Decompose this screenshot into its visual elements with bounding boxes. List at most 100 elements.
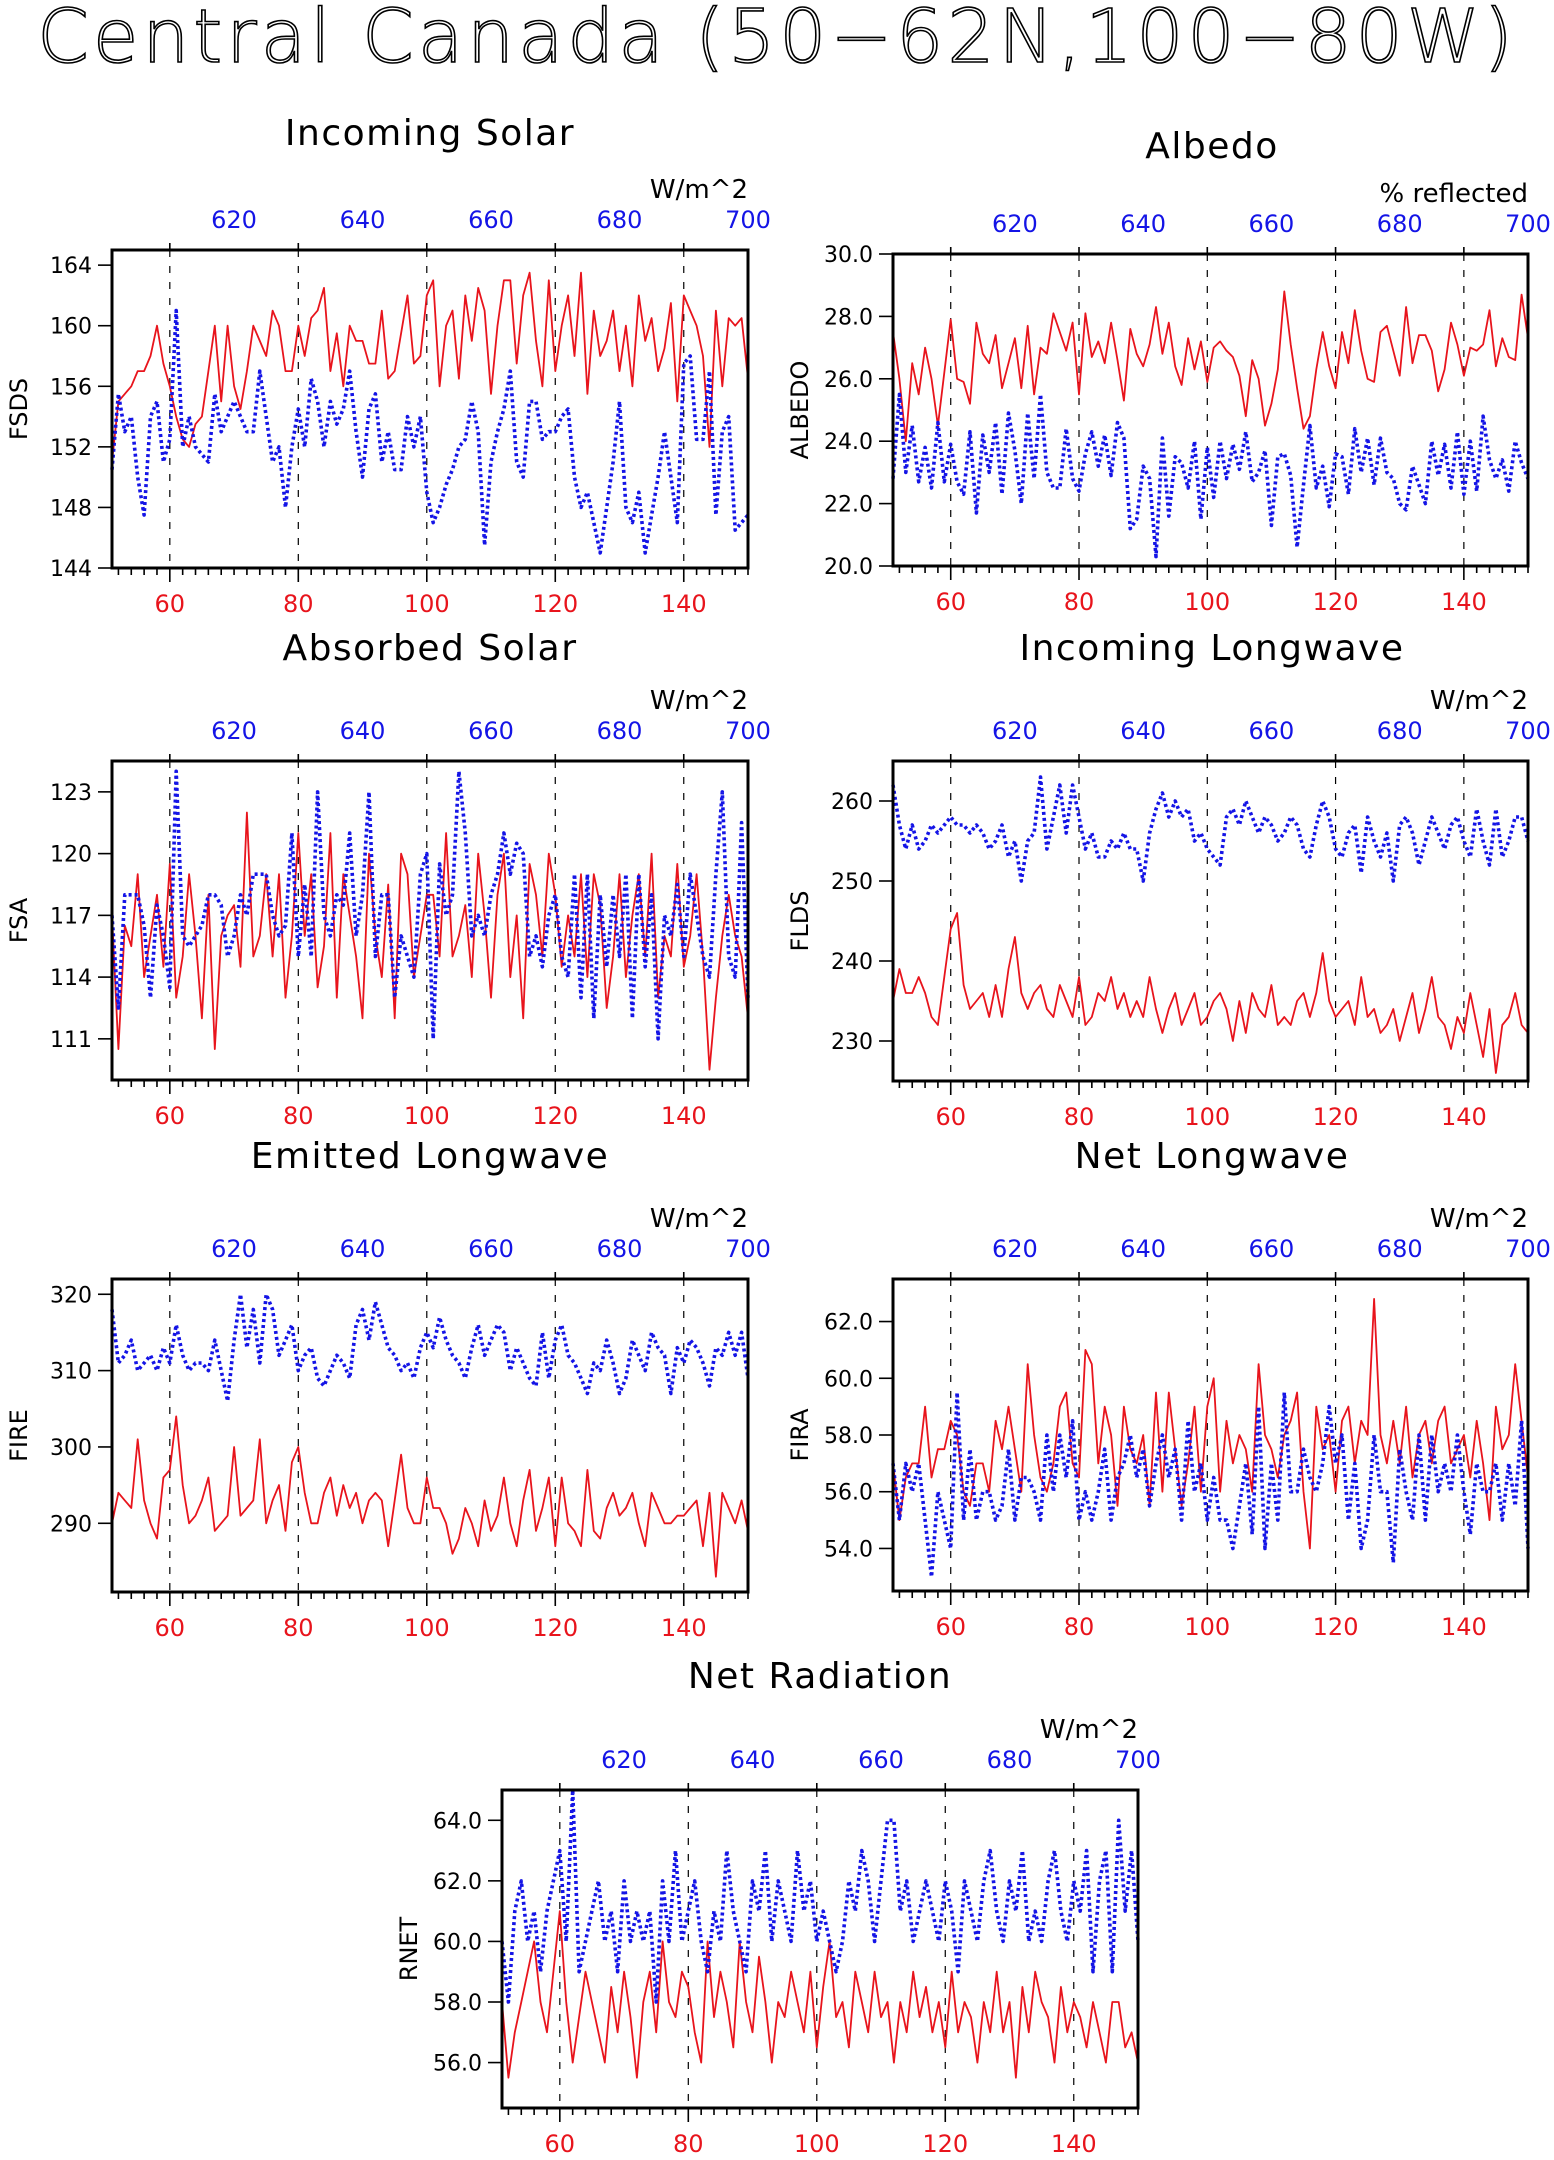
panel-title: Albedo: [1145, 126, 1279, 167]
series-line-blue-dotted: [110, 1292, 750, 1403]
y-axis-label: ALBEDO: [786, 361, 814, 460]
x2-tick-label: 680: [1377, 717, 1423, 745]
y-tick-label: 250: [831, 870, 873, 895]
plot-frame: [891, 1277, 1530, 1593]
x-tick-label: 100: [404, 1102, 450, 1130]
y-tick-label: 164: [50, 254, 92, 279]
y-axis-label: FSDS: [5, 378, 33, 440]
x-tick-label: 140: [1441, 1103, 1487, 1131]
x2-tick-label: 640: [730, 1746, 776, 1774]
x2-tick-label: 620: [211, 206, 257, 234]
x2-tick-label: 620: [992, 210, 1038, 238]
x-tick-label: 80: [283, 1614, 314, 1642]
panel-title: Emitted Longwave: [251, 1136, 610, 1177]
y-tick-label: 156: [50, 375, 92, 400]
y-axis-label: FLDS: [786, 891, 814, 952]
series-line-red-solid: [892, 912, 1529, 1074]
panel-fira: Net Longwave W/m^2 FIRA 60 80 100 120 140 620 640…: [786, 1136, 1551, 1641]
x-tick-label: 60: [155, 1614, 186, 1642]
x2-tick-label: 640: [1120, 1235, 1166, 1263]
series-line-blue-dotted: [891, 775, 1530, 883]
x-tick-label: 100: [794, 2130, 840, 2158]
y-tick-label: 60.0: [433, 1930, 482, 1955]
x-tick-label: 140: [1441, 588, 1487, 616]
y-axis-label: FIRE: [5, 1409, 33, 1462]
x2-tick-label: 640: [1120, 717, 1166, 745]
units-label: W/m^2: [1430, 686, 1528, 716]
x-tick-label: 100: [1184, 588, 1230, 616]
y-axis-label: RNET: [395, 1916, 423, 1981]
y-tick-label: 56.0: [824, 1481, 873, 1506]
x-tick-label: 120: [532, 590, 578, 618]
y-tick-label: 230: [831, 1030, 873, 1055]
x2-tick-label: 680: [987, 1746, 1033, 1774]
panels: Incoming Solar W/m^2 FSDS 60 80 100 120 140 620 6…: [5, 113, 1551, 2158]
x-tick-label: 80: [1064, 1103, 1095, 1131]
y-tick-label: 152: [50, 436, 92, 461]
x-tick-label: 120: [532, 1614, 578, 1642]
series-line-red-solid: [111, 1415, 749, 1578]
series-line-red-solid: [111, 271, 749, 463]
x-tick-label: 80: [283, 590, 314, 618]
y-tick-label: 260: [831, 790, 873, 815]
y-tick-label: 28.0: [824, 305, 873, 330]
series-line-blue-dotted: [891, 1390, 1530, 1579]
x-tick-label: 140: [1441, 1613, 1487, 1641]
plot-frame: [110, 759, 750, 1082]
y-tick-label: 58.0: [433, 1991, 482, 2016]
y-tick-label: 24.0: [824, 430, 873, 455]
series-line-blue-dotted: [891, 392, 1530, 559]
units-label: W/m^2: [1040, 1715, 1138, 1745]
y-tick-label: 54.0: [824, 1537, 873, 1562]
y-tick-label: 300: [50, 1436, 92, 1461]
panel-title: Absorbed Solar: [282, 628, 577, 669]
x-tick-label: 140: [661, 1102, 707, 1130]
x-tick-label: 140: [661, 590, 707, 618]
x-tick-label: 120: [1313, 588, 1359, 616]
plot-frame: [110, 248, 750, 570]
panel-title: Incoming Solar: [285, 113, 575, 154]
x-tick-label: 120: [1313, 1613, 1359, 1641]
y-tick-label: 123: [50, 781, 92, 806]
x-tick-label: 100: [404, 1614, 450, 1642]
panel-fsds: Incoming Solar W/m^2 FSDS 60 80 100 120 140 620 6…: [5, 113, 771, 618]
x-tick-label: 60: [155, 590, 186, 618]
y-tick-label: 20.0: [824, 555, 873, 580]
panel-fsa: Absorbed Solar W/m^2 FSA 60 80 100 120 140 620 64…: [5, 628, 771, 1130]
panel-title: Net Longwave: [1075, 1136, 1350, 1177]
x2-tick-label: 700: [1505, 1235, 1551, 1263]
y-tick-label: 26.0: [824, 368, 873, 393]
units-label: W/m^2: [1430, 1204, 1528, 1234]
panel-fire: Emitted Longwave W/m^2 FIRE 60 80 100 120 140 62…: [5, 1136, 771, 1642]
y-tick-label: 111: [50, 1028, 92, 1053]
x-tick-label: 80: [1064, 588, 1095, 616]
y-tick-label: 22.0: [824, 493, 873, 518]
x2-tick-label: 660: [468, 1235, 514, 1263]
main-title: Central Canada (50−62N,100−80W): [37, 0, 1517, 80]
x2-tick-label: 680: [597, 1235, 643, 1263]
panel-albedo: Albedo % reflected ALBEDO 60 80 100 120 140 620 6…: [786, 126, 1551, 616]
y-tick-label: 144: [50, 557, 92, 582]
y-tick-label: 114: [50, 966, 92, 991]
panel-title: Net Radiation: [688, 1656, 952, 1697]
series-line-blue-dotted: [500, 1788, 1140, 2004]
x2-tick-label: 640: [340, 717, 386, 745]
x2-tick-label: 700: [1505, 210, 1551, 238]
series-line-blue-dotted: [110, 769, 750, 1041]
x2-tick-label: 640: [340, 1235, 386, 1263]
x-tick-label: 80: [1064, 1613, 1095, 1641]
x-tick-label: 120: [1313, 1103, 1359, 1131]
y-tick-label: 310: [50, 1360, 92, 1385]
x2-tick-label: 700: [725, 206, 771, 234]
y-tick-label: 58.0: [824, 1424, 873, 1449]
series-line-red-solid: [892, 290, 1529, 443]
x2-tick-label: 680: [597, 717, 643, 745]
x-tick-label: 100: [1184, 1103, 1230, 1131]
x-tick-label: 120: [922, 2130, 968, 2158]
y-tick-label: 30.0: [824, 243, 873, 268]
y-tick-label: 320: [50, 1283, 92, 1308]
x2-tick-label: 660: [1249, 210, 1295, 238]
x2-tick-label: 700: [725, 717, 771, 745]
x2-tick-label: 680: [1377, 210, 1423, 238]
